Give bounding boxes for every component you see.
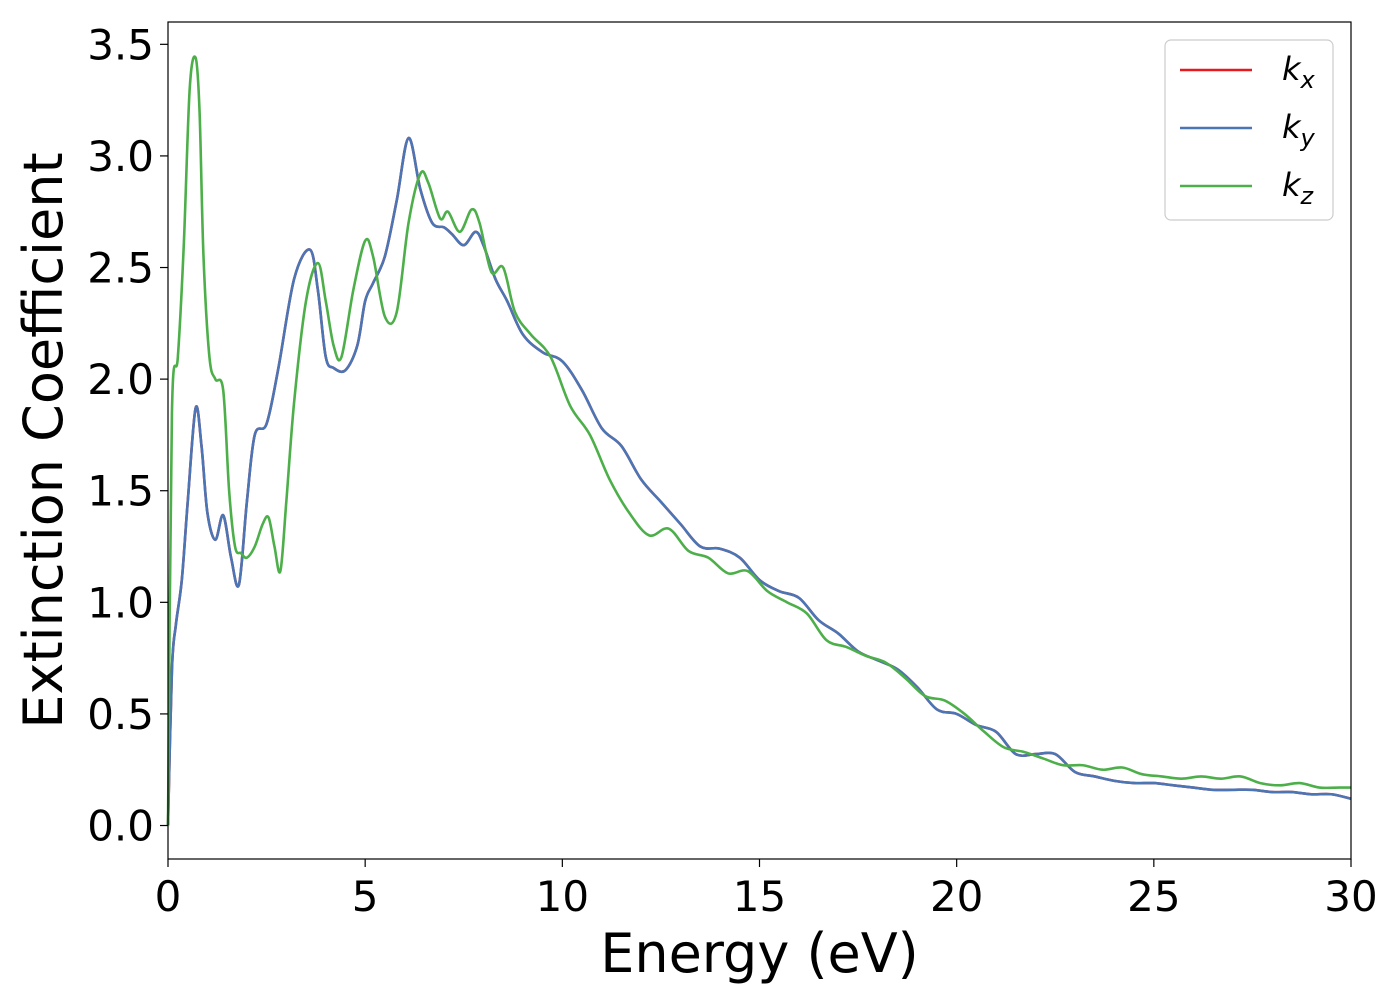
x-axis-title: Energy (eV): [600, 922, 919, 985]
series-line-z: [166, 55, 1351, 826]
legend-label-x: kx: [1282, 50, 1316, 94]
legend-label-y: ky: [1282, 108, 1316, 152]
legend-box: [1164, 39, 1334, 221]
y-tick-label: 0.5: [87, 690, 154, 739]
plot-lines: [166, 55, 1352, 826]
y-tick-label: 3.5: [87, 20, 154, 69]
y-axis-ticks: 0.0 0.5 1.0 1.5 2.0 2.5 3.0 3.5: [87, 20, 168, 851]
x-tick-label: 10: [536, 872, 589, 921]
y-tick-label: 0.0: [87, 802, 154, 851]
y-tick-label: 3.0: [87, 132, 154, 181]
series-line-y: [166, 136, 1352, 826]
x-tick-label: 5: [352, 872, 379, 921]
legend-label-z: kz: [1282, 166, 1315, 210]
y-tick-label: 1.0: [87, 578, 154, 627]
x-tick-label: 0: [155, 872, 182, 921]
x-tick-label: 25: [1127, 872, 1180, 921]
y-tick-label: 1.5: [87, 467, 154, 516]
x-tick-label: 15: [733, 872, 786, 921]
x-axis-ticks: 0 5 10 15 20 25 30: [155, 859, 1378, 921]
x-tick-label: 20: [930, 872, 983, 921]
y-tick-label: 2.5: [87, 244, 154, 293]
legend: kx ky kz: [1164, 39, 1334, 221]
x-tick-label: 30: [1324, 872, 1377, 921]
y-axis-title: Extinction Coefficient: [12, 152, 75, 728]
y-tick-label: 2.0: [87, 355, 154, 404]
